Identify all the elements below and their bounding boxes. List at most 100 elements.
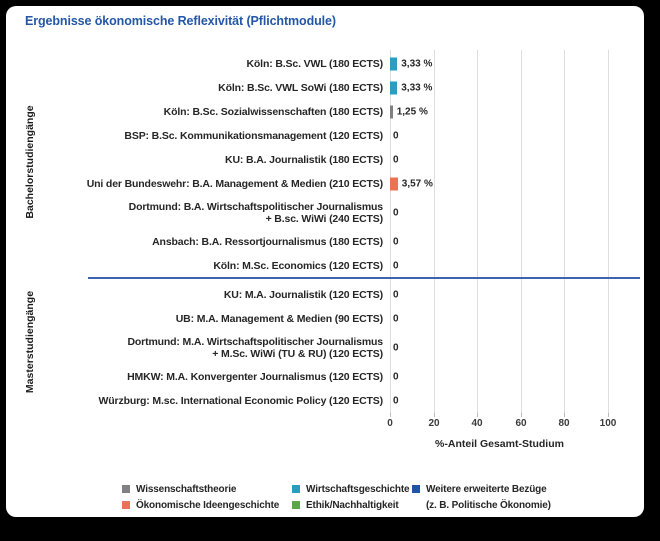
- bar-value-label: 3,33 %: [401, 82, 433, 94]
- chart-row: KU: B.A. Journalistik (180 ECTS) 0: [6, 148, 609, 172]
- row-plot: 0: [390, 307, 609, 331]
- row-plot: 0: [390, 283, 609, 307]
- bar-value-label: 0: [393, 154, 399, 166]
- legend-label: Wissenschaftstheorie: [136, 483, 237, 495]
- bar-value-label: 0: [393, 207, 399, 219]
- row-label: BSP: B.Sc. Kommunikationsmanagement (120…: [124, 130, 383, 142]
- legend-item: Weitere erweiterte Bezüge: [412, 481, 551, 497]
- legend: Wissenschaftstheorie Ökonomische Ideenges…: [122, 481, 551, 513]
- legend-swatch-icon: [122, 485, 130, 493]
- chart-row: UB: M.A. Management & Medien (90 ECTS) 0: [6, 307, 609, 331]
- x-tick-label: 20: [428, 418, 440, 429]
- legend-column: Weitere erweiterte Bezüge (z. B. Politisc…: [412, 481, 551, 513]
- chart-row: HMKW: M.A. Konvergenter Journalismus (12…: [6, 365, 609, 389]
- row-plot: 0: [390, 148, 609, 172]
- chart-row: KU: M.A. Journalistik (120 ECTS) 0: [6, 283, 609, 307]
- legend-swatch-icon: [122, 501, 130, 509]
- bar-value-label: 0: [393, 130, 399, 142]
- plot-area: [390, 50, 609, 417]
- bar-value-label: 0: [393, 371, 399, 383]
- legend-column: Wissenschaftstheorie Ökonomische Ideenges…: [122, 481, 292, 513]
- chart-row: Köln: B.Sc. VWL SoWi (180 ECTS) 3,33 %: [6, 76, 609, 100]
- legend-label: Wirtschaftsgeschichte: [306, 483, 410, 495]
- x-tick-label: 100: [599, 418, 617, 429]
- tick-mark-40: [477, 413, 478, 417]
- tick-mark-60: [521, 413, 522, 417]
- gridline-0: [390, 50, 391, 413]
- x-axis-ticks: 0 20 40 60 80 100: [387, 418, 616, 432]
- bar-value-label: 0: [393, 395, 399, 407]
- bar: [390, 81, 398, 95]
- bar-value-label: 0: [393, 260, 399, 272]
- x-tick-label: 0: [387, 418, 393, 429]
- bachelor-rows: Köln: B.Sc. VWL (180 ECTS) 3,33 % Köln: B.…: [6, 52, 609, 278]
- master-rows: KU: M.A. Journalistik (120 ECTS) 0 UB: M.A…: [6, 283, 609, 413]
- bar-value-label: 0: [393, 236, 399, 248]
- chart-row: BSP: B.Sc. Kommunikationsmanagement (120…: [6, 124, 609, 148]
- row-plot: 0: [390, 331, 609, 365]
- row-plot: 3,33 %: [390, 76, 609, 100]
- legend-label: Ökonomische Ideengeschichte: [136, 499, 280, 511]
- legend-column: Wirtschaftsgeschichte Ethik/Nachhaltigkei…: [292, 481, 412, 513]
- gridline-40: [477, 50, 478, 413]
- row-label: Dortmund: B.A. Wirtschaftspolitischer Jo…: [128, 201, 384, 225]
- bar-value-label: 3,33 %: [401, 58, 433, 70]
- tick-mark-0: [390, 413, 391, 417]
- legend-label: Weitere erweiterte Bezüge: [426, 483, 547, 495]
- row-label: Würzburg: M.sc. International Economic P…: [98, 395, 384, 407]
- row-label: KU: M.A. Journalistik (120 ECTS): [223, 289, 383, 301]
- row-plot: 3,57 %: [390, 172, 609, 196]
- chart-row: Dortmund: B.A. Wirtschaftspolitischer Jo…: [6, 196, 609, 230]
- row-plot: 3,33 %: [390, 52, 609, 76]
- row-label: HMKW: M.A. Konvergenter Journalismus (12…: [127, 371, 383, 383]
- bar: [390, 177, 398, 191]
- row-label: Köln: M.Sc. Economics (120 ECTS): [213, 260, 383, 272]
- bar: [390, 105, 393, 119]
- bar-value-label: 0: [393, 313, 399, 325]
- chart-card: Ergebnisse ökonomische Reflexivität (Pfl…: [6, 6, 644, 517]
- bar-value-label: 0: [393, 289, 399, 301]
- bar-value-label: 0: [393, 342, 399, 354]
- legend-label-line2: (z. B. Politische Ökonomie): [426, 499, 551, 511]
- legend-item: Wissenschaftstheorie: [122, 481, 292, 497]
- chart-row: Köln: M.Sc. Economics (120 ECTS) 0: [6, 254, 609, 278]
- legend-swatch-icon: [292, 501, 300, 509]
- row-label: Köln: B.Sc. VWL (180 ECTS): [246, 58, 383, 70]
- row-label: Köln: B.Sc. Sozialwissenschaften (180 EC…: [163, 106, 384, 118]
- chart-row: Würzburg: M.sc. International Economic P…: [6, 389, 609, 413]
- row-plot: 0: [390, 254, 609, 278]
- legend-label: Ethik/Nachhaltigkeit: [306, 499, 399, 511]
- gridline-100: [608, 50, 609, 413]
- tick-mark-100: [608, 413, 609, 417]
- gridline-80: [564, 50, 565, 413]
- chart-row: Ansbach: B.A. Ressortjournalismus (180 E…: [6, 230, 609, 254]
- x-axis-label: %-Anteil Gesamt-Studium: [435, 438, 564, 450]
- section-separator-line: [88, 277, 640, 279]
- chart-row: Köln: B.Sc. Sozialwissenschaften (180 EC…: [6, 100, 609, 124]
- bar-value-label: 1,25 %: [396, 106, 428, 118]
- row-label: KU: B.A. Journalistik (180 ECTS): [225, 154, 383, 166]
- x-tick-label: 40: [471, 418, 483, 429]
- legend-item: Ökonomische Ideengeschichte: [122, 497, 292, 513]
- row-plot: 0: [390, 365, 609, 389]
- gridline-60: [521, 50, 522, 413]
- tick-mark-20: [434, 413, 435, 417]
- bar-value-label: 3,57 %: [401, 178, 433, 190]
- x-tick-label: 80: [558, 418, 570, 429]
- row-label: Dortmund: M.A. Wirtschaftspolitischer Jo…: [127, 336, 383, 360]
- chart-row: Uni der Bundeswehr: B.A. Management & Me…: [6, 172, 609, 196]
- chart-title: Ergebnisse ökonomische Reflexivität (Pfl…: [25, 14, 336, 28]
- row-label: UB: M.A. Management & Medien (90 ECTS): [175, 313, 383, 325]
- row-plot: 1,25 %: [390, 100, 609, 124]
- chart-row: Dortmund: M.A. Wirtschaftspolitischer Jo…: [6, 331, 609, 365]
- bar: [390, 57, 398, 71]
- x-tick-label: 60: [515, 418, 527, 429]
- gridline-20: [434, 50, 435, 413]
- row-label: Köln: B.Sc. VWL SoWi (180 ECTS): [218, 82, 383, 94]
- legend-item: Ethik/Nachhaltigkeit: [292, 497, 412, 513]
- row-plot: 0: [390, 196, 609, 230]
- legend-swatch-icon: [412, 485, 420, 493]
- legend-item: Wirtschaftsgeschichte: [292, 481, 412, 497]
- tick-mark-80: [564, 413, 565, 417]
- row-plot: 0: [390, 230, 609, 254]
